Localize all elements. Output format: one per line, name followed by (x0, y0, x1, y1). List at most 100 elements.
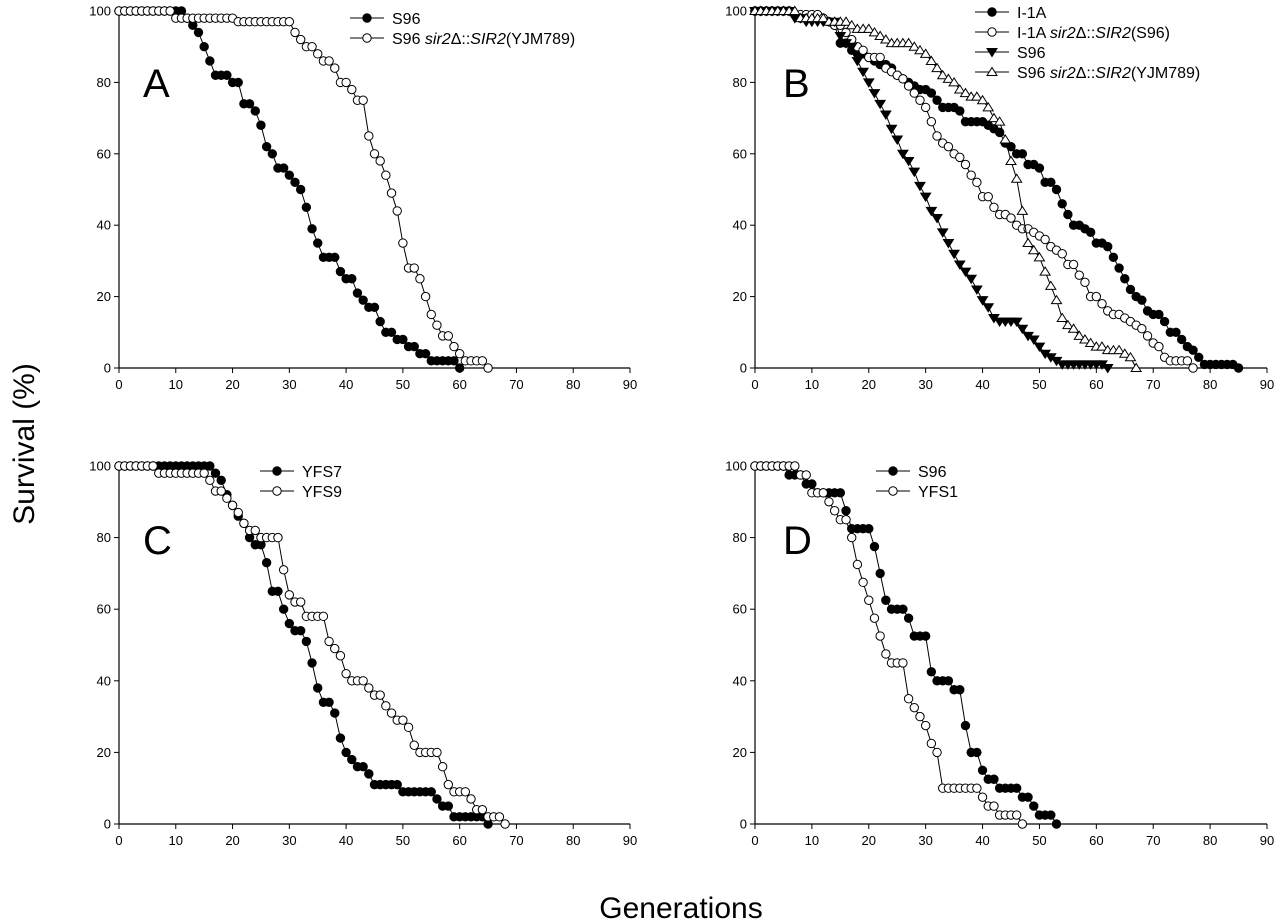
panel-letter: D (783, 519, 812, 563)
data-point (1097, 299, 1107, 309)
data-point (330, 643, 340, 654)
data-point (925, 206, 938, 217)
data-point (919, 48, 932, 58)
legend-label: I-1A sir2Δ::SIR2(S96) (1017, 25, 1170, 42)
data-point (295, 34, 306, 45)
legend-label-part: (YJM789) (506, 31, 575, 48)
data-point (898, 658, 908, 668)
data-point (1044, 280, 1057, 290)
legend-label-part: S96 (1017, 45, 1046, 62)
legend-label-part: (S96) (1131, 25, 1170, 42)
data-point (386, 708, 397, 718)
data-point (936, 69, 949, 80)
data-point (994, 127, 1005, 138)
data-point (1096, 341, 1108, 351)
x-tick-label: 30 (282, 833, 296, 848)
y-tick-label: 100 (725, 459, 747, 474)
y-tick-label: 40 (97, 673, 111, 688)
x-tick-label: 90 (1260, 377, 1274, 392)
legend-marker (272, 486, 282, 496)
data-point (829, 506, 840, 516)
data-point (335, 651, 346, 661)
data-point (931, 214, 943, 224)
data-point (920, 720, 931, 731)
data-point (460, 787, 471, 797)
data-point (466, 794, 476, 804)
data-point (977, 765, 988, 775)
data-point (977, 792, 988, 802)
data-point (1011, 810, 1022, 820)
data-point (972, 783, 982, 793)
data-point (477, 356, 488, 366)
data-point (1130, 362, 1143, 372)
data-point (976, 94, 989, 105)
data-point (358, 762, 368, 772)
data-point (454, 349, 465, 359)
data-point (284, 17, 295, 27)
series-line (119, 465, 506, 825)
data-point (415, 274, 425, 284)
data-point (982, 303, 995, 313)
legend-marker (888, 466, 898, 476)
data-point (1113, 344, 1125, 355)
data-point (364, 683, 374, 693)
data-point (847, 532, 857, 543)
data-point (903, 694, 914, 704)
data-point (148, 461, 158, 471)
legend-label-part: I-1A (1017, 25, 1050, 42)
data-point (1005, 155, 1017, 165)
data-point (824, 497, 834, 507)
data-point (1040, 234, 1050, 245)
data-point (318, 611, 329, 622)
data-point (898, 74, 908, 84)
data-point (409, 263, 419, 273)
y-tick-label: 0 (104, 361, 111, 376)
y-tick-label: 60 (97, 146, 111, 161)
x-tick-label: 20 (225, 377, 239, 392)
data-point (1051, 184, 1062, 195)
data-point (959, 267, 972, 278)
data-point (993, 116, 1006, 126)
legend-label: YFS7 (302, 464, 342, 481)
data-point (970, 285, 983, 295)
data-point (1016, 324, 1029, 335)
y-tick-label: 60 (733, 146, 747, 161)
data-point (1188, 345, 1198, 355)
data-point (278, 163, 289, 173)
data-point (330, 252, 340, 263)
y-tick-label: 60 (733, 602, 747, 617)
data-point (801, 470, 811, 480)
x-tick-label: 40 (339, 833, 353, 848)
data-point (818, 488, 828, 498)
data-point (881, 649, 891, 659)
x-tick-label: 10 (805, 377, 819, 392)
data-point (205, 461, 215, 471)
data-point (902, 37, 915, 48)
data-point (1182, 356, 1193, 366)
x-tick-label: 10 (169, 833, 183, 848)
legend-marker (362, 13, 372, 23)
x-tick-label: 60 (1089, 377, 1103, 392)
data-point (313, 238, 323, 248)
legend-item: S96 sir2Δ::SIR2(YJM789) (350, 31, 575, 48)
x-tick-label: 0 (115, 833, 122, 848)
data-point (868, 89, 881, 99)
data-point (1159, 316, 1170, 327)
data-point (932, 95, 942, 105)
data-point (324, 636, 334, 647)
data-point (375, 690, 385, 700)
data-point (278, 604, 289, 614)
data-point (443, 779, 454, 790)
legend-label-part: SIR2 (470, 31, 506, 48)
data-point (942, 239, 955, 249)
data-point (965, 274, 978, 285)
legend-label: I-1A (1017, 5, 1047, 22)
data-point (862, 78, 875, 88)
data-point (301, 202, 312, 213)
data-point (970, 91, 983, 101)
y-axis-title: Survival (%) (8, 363, 41, 525)
data-point (205, 475, 215, 486)
legend-label-part: S96 (918, 464, 947, 481)
data-point (409, 341, 419, 352)
x-tick-label: 30 (918, 377, 932, 392)
